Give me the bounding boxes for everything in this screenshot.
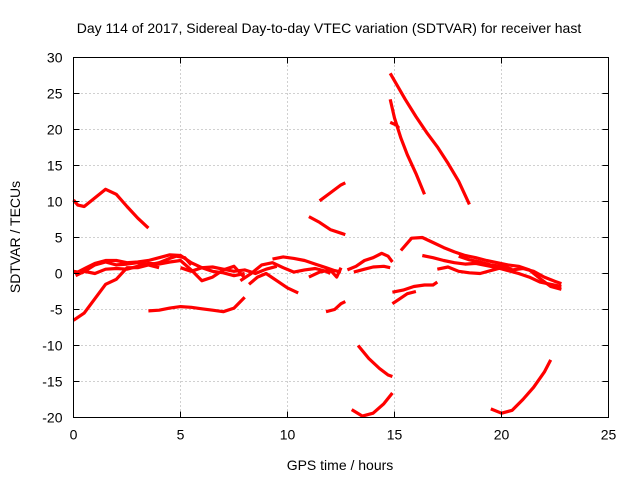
series-arc-19 bbox=[388, 72, 471, 206]
series-arc-20 bbox=[388, 98, 426, 195]
y-tick-label: 15 bbox=[47, 158, 63, 174]
series-arc-22 bbox=[392, 280, 439, 294]
series-arc-18 bbox=[356, 344, 393, 379]
y-tick-label: 25 bbox=[47, 86, 63, 102]
series-arc-6 bbox=[148, 296, 246, 314]
x-tick-label: 25 bbox=[601, 427, 617, 443]
y-tick-label: 10 bbox=[47, 194, 63, 210]
x-tick-label: 15 bbox=[387, 427, 403, 443]
chart-title: Day 114 of 2017, Sidereal Day-to-day VTE… bbox=[77, 20, 582, 36]
y-tick-label: -5 bbox=[50, 302, 63, 318]
y-tick-label: 5 bbox=[55, 230, 63, 246]
series-arc-14 bbox=[325, 300, 347, 314]
y-tick-label: 0 bbox=[55, 266, 63, 282]
series-layer bbox=[72, 72, 562, 418]
x-axis-label: GPS time / hours bbox=[287, 457, 394, 473]
series-arc-16 bbox=[353, 264, 391, 274]
plot-frame bbox=[73, 57, 609, 418]
series-arc-3 bbox=[77, 253, 246, 278]
series-arc-21 bbox=[389, 120, 401, 130]
grid-layer bbox=[73, 57, 609, 418]
series-arc-1 bbox=[72, 187, 150, 230]
y-tick-label: 20 bbox=[47, 122, 63, 138]
x-tick-label: 5 bbox=[177, 427, 185, 443]
series-arc-13 bbox=[318, 181, 347, 203]
y-axis-label: SDTVAR / TECUs bbox=[7, 181, 23, 293]
series-arc-27 bbox=[458, 254, 513, 271]
series-arc-28 bbox=[490, 359, 553, 415]
series-arc-11 bbox=[308, 267, 343, 279]
series-arc-9 bbox=[247, 271, 299, 295]
series-arc-12 bbox=[308, 215, 346, 237]
series-arc-24 bbox=[399, 235, 562, 291]
series-arc-15 bbox=[346, 251, 394, 272]
x-tick-label: 20 bbox=[494, 427, 510, 443]
tick-layer: 0 5 10 15 20 25 -20 -15 -10 -5 0 5 10 15 20 25 30 bbox=[42, 50, 616, 443]
series-arc-23 bbox=[391, 289, 417, 306]
x-tick-label: 10 bbox=[280, 427, 296, 443]
series-arc-10 bbox=[272, 255, 342, 274]
series-arc-5 bbox=[72, 263, 160, 322]
y-tick-label: 30 bbox=[47, 50, 63, 66]
series-arc-4 bbox=[74, 258, 246, 283]
y-tick-label: -20 bbox=[42, 410, 62, 426]
series-arc-17 bbox=[350, 392, 394, 418]
series-arc-8 bbox=[239, 261, 332, 283]
x-tick-label: 0 bbox=[70, 427, 78, 443]
y-tick-label: -10 bbox=[42, 338, 62, 354]
series-arc-7 bbox=[179, 264, 278, 276]
y-tick-label: -15 bbox=[42, 374, 62, 390]
